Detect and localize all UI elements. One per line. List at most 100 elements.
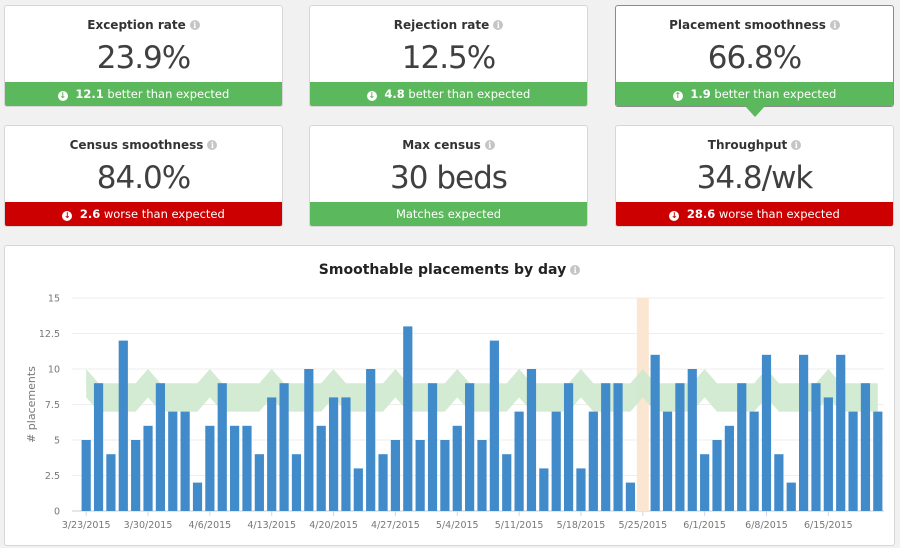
x-tick-label: 5/18/2015 [557,520,606,531]
bar [341,397,351,511]
bar [267,397,277,511]
bar [551,411,561,511]
info-icon[interactable]: i [493,20,504,30]
status-bar: ↓ 28.6 worse than expected [616,202,893,226]
bar [724,425,734,511]
x-tick-label: 4/20/2015 [309,520,358,531]
metric-card[interactable]: Exception rate i 23.9% ↓ 12.1 better than… [4,5,283,107]
bar [93,383,104,511]
delta-value: 12.1 [75,87,104,101]
card-title: Max census i [310,138,587,152]
card-title-text: Placement smoothness [669,18,826,32]
info-icon[interactable]: i [189,20,200,30]
x-tick-label: 4/6/2015 [189,520,232,531]
y-tick-label: 5 [54,436,60,447]
x-tick-label: 4/13/2015 [247,520,296,531]
card-value: 23.9% [96,40,191,76]
delta-value: 2.6 [79,207,101,221]
bar [465,383,475,511]
bar [328,397,339,511]
card-title: Exception rate i [5,18,282,32]
metric-card[interactable]: Census smoothness i 84.0% ↓ 2.6 worse tha… [4,125,283,227]
x-tick-label: 6/15/2015 [804,520,853,531]
metric-card[interactable]: Max census i 30 beds Matches expected [309,125,588,227]
card-value: 84.0% [96,160,191,196]
bar [502,454,512,511]
bar [452,425,462,511]
bar [81,440,91,511]
bar [205,425,215,511]
bar [415,440,425,511]
card-title-text: Throughput [707,138,788,152]
bar [774,454,784,511]
card-title: Rejection rate i [310,18,587,32]
selected-pointer [744,106,765,117]
bar [737,383,747,511]
bar [390,440,401,511]
y-tick-label: 15 [48,294,60,305]
arrow-up-icon: ↑ [672,91,683,101]
bar [539,468,549,511]
info-icon[interactable]: i [207,140,218,150]
bar [353,468,363,511]
bar [811,383,821,511]
x-tick-label: 4/27/2015 [371,520,420,531]
card-title: Throughput i [616,138,893,152]
bar [440,440,450,511]
bar [848,411,858,511]
bar [576,468,586,511]
info-icon[interactable]: i [484,140,495,150]
card-title-text: Max census [402,138,481,152]
metric-card[interactable]: Rejection rate i 12.5% ↓ 4.8 better than … [309,5,588,107]
delta-value: 1.9 [690,87,711,101]
metric-card[interactable]: Throughput i 34.8/wk ↓ 28.6 worse than ex… [615,125,894,227]
bar-chart: 0 2.5 5 7.5 10 12.5 15 # placements 3/23/2015 3/3… [25,294,884,531]
status-text: better than expected [408,87,531,101]
bar [749,411,759,511]
status-bar: ↓ 12.1 better than expected [5,82,282,106]
status-bar: Matches expected [310,202,587,226]
bar [526,369,537,511]
bar [155,383,165,511]
arrow-down-icon: ↓ [366,91,377,101]
status-text: better than expected [714,87,837,101]
bar [761,354,772,511]
chart-title-text: Smoothable placements by day [318,262,567,278]
card-value: 34.8/wk [696,160,814,196]
x-tick-label: 5/25/2015 [618,520,667,531]
bar [588,411,598,511]
info-icon[interactable]: i [791,140,802,150]
expected-range-band [86,369,878,412]
card-value: 30 beds [390,160,508,196]
bar [427,383,438,511]
bar [860,383,871,511]
y-axis-label: # placements [25,366,38,443]
card-title-text: Rejection rate [393,18,490,32]
bar [217,383,227,511]
info-icon[interactable]: i [829,20,840,30]
bar [242,425,252,511]
bar [316,425,326,511]
status-text: worse than expected [103,207,225,221]
bar [662,411,673,511]
card-value: 12.5% [401,40,496,76]
x-tick-label: 6/8/2015 [745,520,788,531]
info-icon[interactable]: i [570,265,581,275]
bar [118,340,128,511]
delta-value: 28.6 [686,207,716,221]
y-tick-label: 0 [54,507,60,518]
card-title: Census smoothness i [5,138,282,152]
bar [786,482,796,511]
bar [700,454,710,511]
status-text: Matches expected [395,207,502,221]
bar [192,482,203,511]
metric-card[interactable]: Placement smoothness i 66.8% ↑ 1.9 better… [615,5,894,117]
y-tick-label: 7.5 [45,400,60,411]
bar [687,369,697,511]
bar [477,440,487,511]
highlight-column [636,298,649,511]
bar [291,454,302,511]
bar [168,411,178,511]
bar [823,397,833,511]
bar [304,369,314,511]
